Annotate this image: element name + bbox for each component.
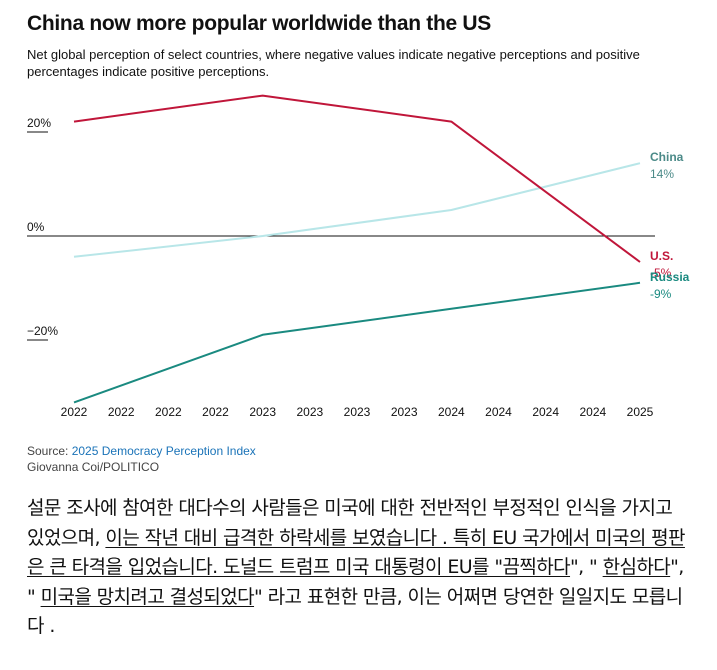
credit-line: Giovanna Coi/POLITICO: [27, 460, 160, 474]
x-tick-label: 2024: [438, 405, 465, 419]
x-tick-label: 2023: [344, 405, 371, 419]
article-sentence-end: " 라고 표현한 만큼, 이는 어쩌면 당연한 일일지도 모릅니다 .: [27, 585, 683, 638]
chart-subtitle: Net global perception of select countrie…: [27, 47, 640, 79]
source-line: Source: 2025 Democracy Perception Index: [27, 444, 256, 459]
series-name-label-russia: Russia: [650, 270, 690, 284]
series-name-label-china: China: [650, 150, 684, 164]
y-tick-label: 0%: [27, 220, 45, 234]
article-quote-ruin: 미국을 망치려고 결성되었다: [40, 585, 255, 608]
series-line-russia: [73, 281, 641, 404]
series-value-label-russia: -9%: [650, 287, 672, 301]
article-punct-1: ", ": [570, 556, 603, 578]
source-prefix: Source:: [27, 444, 72, 458]
article-text: 설문 조사에 참여한 대다수의 사람들은 미국에 대한 전반적인 부정적인 인식…: [27, 494, 692, 642]
series-value-label-us: -5%: [650, 266, 672, 280]
x-tick-label: 2025: [627, 405, 654, 419]
article-quote-terrible: 끔찍하다: [502, 556, 571, 578]
article-punct-2: ", ": [27, 556, 684, 608]
line-chart: 20% 0% −20% 2022 2022 2022 2022 2023 2023 2023 202…: [27, 94, 690, 419]
series-value-label-china: 14%: [650, 167, 674, 181]
x-tick-label: 2024: [532, 405, 559, 419]
y-tick-label: 20%: [27, 116, 51, 130]
y-tick-label: −20%: [27, 324, 58, 338]
x-tick-label: 2023: [249, 405, 276, 419]
series-line-china: [73, 162, 641, 258]
x-tick-label: 2022: [61, 405, 88, 419]
source-link[interactable]: 2025 Democracy Perception Index: [71, 444, 256, 458]
x-tick-label: 2022: [108, 405, 135, 419]
x-tick-label: 2023: [391, 405, 418, 419]
series-name-label-us: U.S.: [650, 249, 673, 263]
article-underlined-1: 이는 작년 대비 급격한 하락세를 보였습니다 . 특히 EU 국가에서 미국의…: [27, 526, 686, 579]
x-tick-label: 2022: [155, 405, 182, 419]
x-tick-label: 2024: [579, 405, 606, 419]
x-tick-label: 2022: [202, 405, 229, 419]
article-quote-pathetic: 한심하다: [602, 556, 671, 578]
series-line-us: [73, 94, 641, 263]
x-tick-label: 2024: [485, 405, 512, 419]
x-tick-label: 2023: [296, 405, 323, 419]
chart-title: China now more popular worldwide than th…: [27, 12, 491, 35]
article-sentence-1: 설문 조사에 참여한 대다수의 사람들은 미국에 대한 전반적인 부정적인 인식…: [27, 497, 673, 549]
